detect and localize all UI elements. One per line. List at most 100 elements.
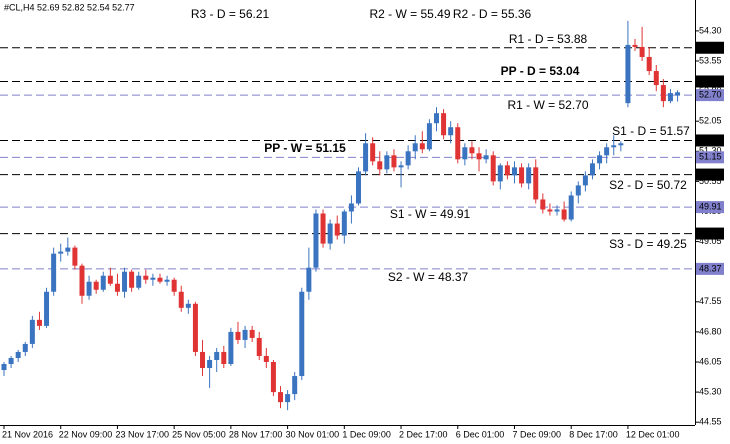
y-tick-label: 53.55: [699, 55, 722, 65]
candle-body: [490, 155, 496, 182]
candle-body: [150, 277, 156, 280]
level-label: S2 - W = 48.37: [388, 270, 469, 284]
candle-body: [15, 351, 21, 358]
candle-body: [667, 93, 673, 102]
candle-body: [540, 199, 546, 210]
candle-body: [377, 161, 383, 170]
candle-body: [405, 151, 411, 166]
candle-body: [526, 167, 532, 184]
candle-body: [1, 363, 7, 371]
candle-body: [327, 223, 333, 244]
candle-body: [419, 143, 425, 150]
level-label: PP - W = 51.15: [264, 141, 346, 155]
level-price-box: [696, 227, 724, 240]
candle-body: [207, 359, 213, 369]
candle-body: [114, 283, 120, 292]
candle-body: [278, 392, 284, 403]
candle-body: [604, 147, 610, 156]
candle-body: [192, 303, 198, 352]
level-price-box: [696, 41, 724, 54]
x-tick-label: 8 Dec 17:00: [569, 429, 618, 439]
level-price-label: 52.70: [699, 89, 722, 99]
candle-body: [341, 211, 347, 236]
x-tick-label: 30 Nov 01:00: [286, 429, 340, 439]
candle-body: [483, 155, 489, 160]
candle-body: [235, 331, 241, 340]
candle-body: [575, 185, 581, 196]
candle-body: [334, 223, 340, 236]
candle-body: [384, 155, 390, 170]
candle-body: [65, 247, 71, 252]
candle-body: [107, 275, 113, 284]
candle-body: [646, 56, 652, 72]
x-tick-label: 25 Nov 05:00: [172, 429, 226, 439]
candle-body: [263, 355, 269, 362]
candle-body: [618, 143, 624, 146]
candle-body: [320, 213, 326, 244]
level-label: PP - D = 53.04: [501, 64, 580, 78]
level-label: R2 - W = 55.49: [369, 7, 450, 21]
candle-body: [476, 153, 482, 160]
y-tick-label: 54.30: [699, 25, 722, 35]
candle-body: [469, 147, 475, 154]
candle-body: [299, 291, 305, 377]
level-price-label: 50.72: [699, 169, 722, 179]
candle-body: [143, 275, 149, 280]
candle-body: [256, 337, 262, 356]
level-price-label: 53.04: [699, 76, 722, 86]
level-price-box: [696, 262, 724, 275]
candle-body: [22, 343, 28, 352]
candle-body: [675, 92, 681, 96]
x-tick-label: 23 Nov 17:00: [115, 429, 169, 439]
x-tick-label: 6 Dec 01:00: [456, 429, 505, 439]
candle-body: [391, 155, 397, 168]
y-tick-label: 51.30: [699, 146, 722, 156]
candle-body: [639, 46, 645, 57]
level-label: R2 - D = 55.36: [453, 7, 532, 21]
x-tick-label: 12 Dec 01:00: [626, 429, 680, 439]
candle-body: [164, 279, 170, 282]
y-tick-label: 46.80: [699, 326, 722, 336]
candle-body: [455, 127, 461, 160]
level-price-label: 51.57: [699, 135, 722, 145]
level-price-label: 51.15: [699, 152, 722, 162]
candle-body: [462, 147, 468, 160]
candle-body: [8, 357, 14, 364]
y-tick-label: 45.30: [699, 386, 722, 396]
level-price-box: [696, 168, 724, 181]
candle-body: [519, 167, 525, 184]
level-price-label: 53.88: [699, 42, 722, 52]
candle-body: [200, 351, 206, 369]
candle-body: [185, 303, 191, 308]
candle-body: [242, 329, 248, 340]
candle-body: [171, 279, 177, 292]
level-price-label: 49.91: [699, 201, 722, 211]
y-tick-label: 52.05: [699, 116, 722, 126]
level-price-label: 48.37: [699, 263, 722, 273]
candle-body: [597, 155, 603, 164]
candle-body: [129, 271, 135, 288]
level-price-box: [696, 151, 724, 164]
level-price-box: [696, 201, 724, 214]
level-label: R1 - W = 52.70: [507, 98, 588, 112]
candle-body: [348, 203, 354, 212]
level-label: S3 - D = 49.25: [609, 237, 687, 251]
candle-body: [611, 145, 617, 148]
candle-body: [426, 123, 432, 150]
candle-body: [589, 163, 595, 176]
candle-body: [86, 281, 92, 296]
candle-body: [370, 143, 376, 162]
x-tick-label: 7 Dec 09:00: [512, 429, 561, 439]
candle-body: [582, 175, 588, 186]
candle-body: [313, 213, 319, 268]
candle-body: [363, 143, 369, 172]
candle-body: [79, 265, 85, 296]
candle-body: [511, 167, 517, 176]
x-tick-label: 21 Nov 2016: [2, 429, 53, 439]
level-label: R3 - D = 56.21: [191, 7, 270, 21]
chart-header: #CL,H4 52.69 52.82 52.54 52.77: [4, 2, 135, 12]
y-tick-label: 50.55: [699, 176, 722, 186]
candle-body: [44, 291, 50, 326]
